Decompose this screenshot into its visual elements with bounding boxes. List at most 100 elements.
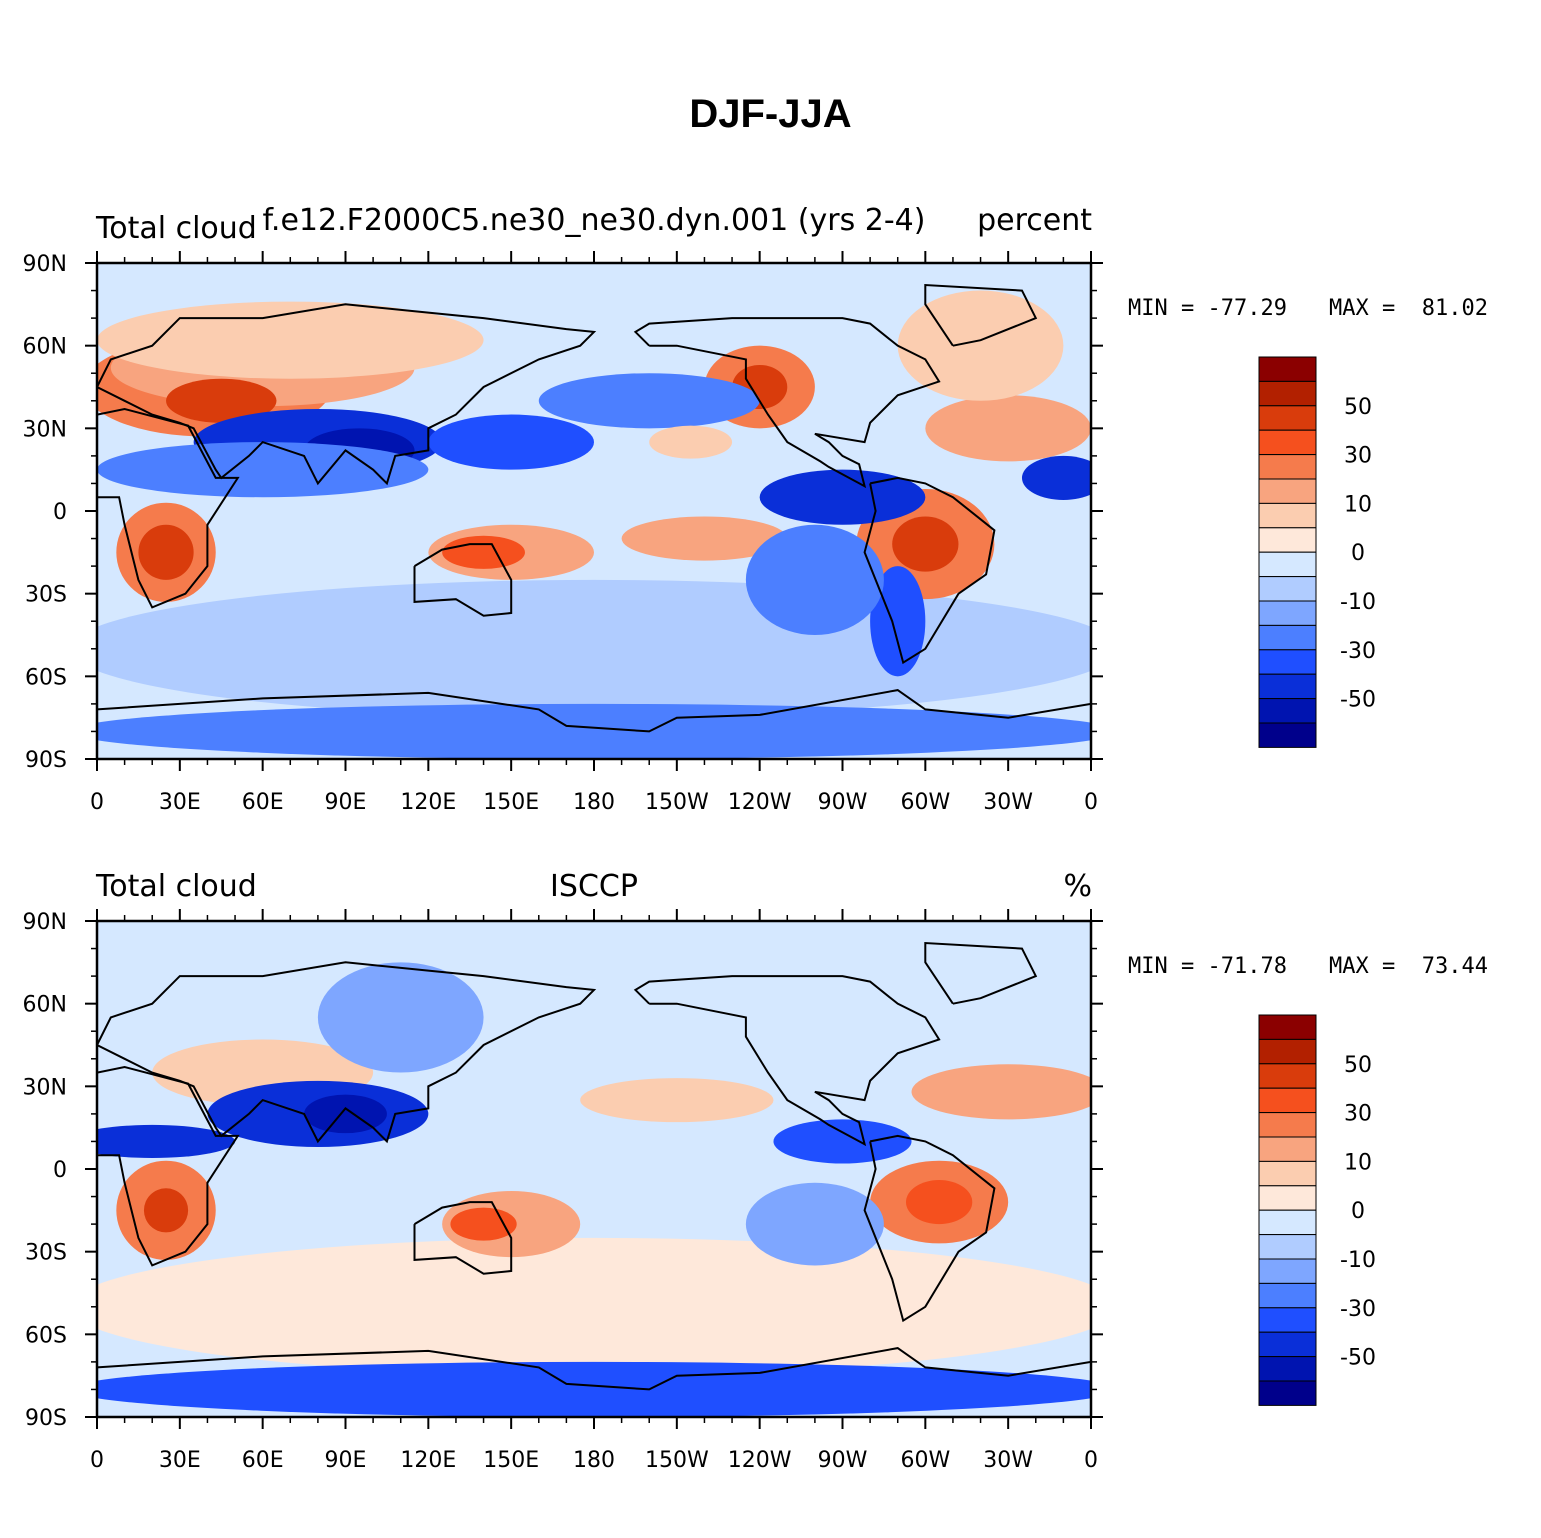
field-contour — [97, 703, 1091, 759]
lon-label: 30E — [159, 1448, 201, 1473]
colorbar-label: 0 — [1351, 1199, 1365, 1224]
colorbar-swatch — [1258, 1087, 1317, 1114]
lon-label: 60E — [242, 790, 284, 815]
min-value: MIN = -71.78 — [1128, 954, 1287, 979]
colorbar-label: 50 — [1344, 395, 1372, 420]
lon-label: 150W — [645, 790, 709, 815]
field-contour — [97, 579, 1091, 718]
colorbar-label: 30 — [1344, 444, 1372, 469]
lon-label: 0 — [1084, 1448, 1098, 1473]
coastline — [97, 1065, 240, 1267]
lon-label: 0 — [90, 790, 104, 815]
colorbar-label: 30 — [1344, 1102, 1372, 1127]
field-contour — [166, 378, 277, 423]
lat-label: 30N — [23, 417, 67, 442]
lon-label: 180 — [573, 790, 615, 815]
lon-label: 150E — [483, 1448, 539, 1473]
coastline — [863, 476, 996, 665]
field-contour — [538, 373, 760, 429]
colorbar-swatch — [1258, 1136, 1317, 1162]
field-contour — [621, 516, 788, 561]
lon-label: 60E — [242, 1448, 284, 1473]
coastline — [413, 1201, 513, 1275]
coastline — [863, 1134, 996, 1323]
lon-label: 90W — [818, 1448, 868, 1473]
field-contour — [97, 442, 429, 498]
colorbar-label: 10 — [1344, 1150, 1372, 1175]
lon-label: 150W — [645, 1448, 709, 1473]
axis-ticks: 90N 60N 30N 0 30S 60S 90S 0 30E 60E 90E 120E 150E 180… — [23, 909, 1103, 1473]
coastline — [97, 961, 597, 1144]
max-value: MAX = 73.44 — [1329, 954, 1488, 979]
lon-label: 0 — [90, 1448, 104, 1473]
coastline — [633, 317, 941, 489]
panel-right-label: percent — [977, 203, 1092, 238]
lon-label: 90E — [325, 790, 367, 815]
colorbar-label: 10 — [1344, 492, 1372, 517]
colorbar-swatch — [1258, 698, 1317, 724]
coastline — [97, 407, 240, 609]
colorbar-swatch — [1258, 600, 1317, 626]
lat-label: 90N — [23, 252, 67, 277]
colorbar-label: -30 — [1340, 639, 1376, 664]
axis-ticks: 90N 60N 30N 0 30S 60S 90S 0 30E 60E 90E 120E 150E 180… — [23, 251, 1103, 815]
lon-label: 120E — [400, 1448, 456, 1473]
colorbar-swatch — [1258, 551, 1317, 578]
panel-left-label: Total cloud — [95, 211, 257, 246]
field-contour — [428, 414, 594, 470]
colorbar-swatch — [1258, 1234, 1317, 1260]
panel-left-label: Total cloud — [95, 869, 257, 904]
coastline — [413, 543, 513, 617]
colorbar-label: -30 — [1340, 1297, 1376, 1322]
field-contour — [773, 1119, 912, 1164]
colorbar-swatch — [1258, 429, 1317, 456]
field-contour — [1021, 455, 1091, 500]
max-value: MAX = 81.02 — [1329, 296, 1488, 321]
lon-label: 120E — [400, 790, 456, 815]
panel-center-label: f.e12.F2000C5.ne30_ne30.dyn.001 (yrs 2-4… — [263, 203, 926, 238]
field-contour — [580, 1078, 774, 1123]
colorbar-label: -10 — [1340, 590, 1376, 615]
cloud-difference-field — [97, 921, 1091, 1417]
colorbar-swatch — [1258, 1258, 1317, 1284]
isccp-map-panel: Total cloud ISCCP % 90N 60N 30N 0 30S 60S 90S 0… — [0, 838, 1541, 1498]
field-contour — [97, 1361, 1091, 1417]
colorbar-swatch — [1258, 1380, 1317, 1406]
lat-label: 0 — [53, 500, 67, 525]
colorbar-swatch — [1258, 356, 1317, 382]
field-contour — [897, 290, 1064, 401]
colorbar-swatch — [1258, 527, 1317, 553]
lat-label: 60S — [25, 665, 67, 690]
colorbar-swatch — [1258, 405, 1317, 431]
colorbar-swatch — [1258, 624, 1317, 651]
field-contour — [317, 962, 484, 1073]
colorbar-swatch — [1258, 722, 1317, 748]
lat-label: 30N — [23, 1075, 67, 1100]
model-map-panel: Total cloud f.e12.F2000C5.ne30_ne30.dyn.… — [0, 180, 1541, 840]
coastlines — [97, 283, 1091, 733]
coastline — [924, 941, 1038, 1005]
coastline — [97, 303, 597, 486]
field-contour — [906, 1180, 973, 1225]
lon-label: 150E — [483, 790, 539, 815]
min-value: MIN = -77.29 — [1128, 296, 1287, 321]
lon-label: 120W — [728, 790, 792, 815]
cloud-difference-field — [97, 263, 1091, 759]
field-contour — [870, 566, 926, 677]
colorbar-label: -10 — [1340, 1248, 1376, 1273]
colorbar-swatch — [1258, 673, 1317, 700]
field-contour — [442, 535, 525, 569]
colorbar-swatch — [1258, 1038, 1317, 1065]
colorbar-swatch — [1258, 576, 1317, 602]
lon-label: 30W — [983, 1448, 1033, 1473]
colorbar: 50 30 10 0 -10 -30 -50 — [1258, 1014, 1376, 1406]
coastline — [97, 689, 1091, 733]
lon-label: 60W — [900, 1448, 950, 1473]
colorbar-swatch — [1258, 1112, 1317, 1138]
model-map-svg: Total cloud f.e12.F2000C5.ne30_ne30.dyn.… — [23, 203, 1376, 815]
field-contour — [304, 1094, 387, 1134]
lon-label: 30W — [983, 790, 1033, 815]
figure-title: DJF-JJA — [689, 92, 852, 136]
field-contour — [450, 1207, 517, 1241]
field-contour — [745, 524, 884, 635]
